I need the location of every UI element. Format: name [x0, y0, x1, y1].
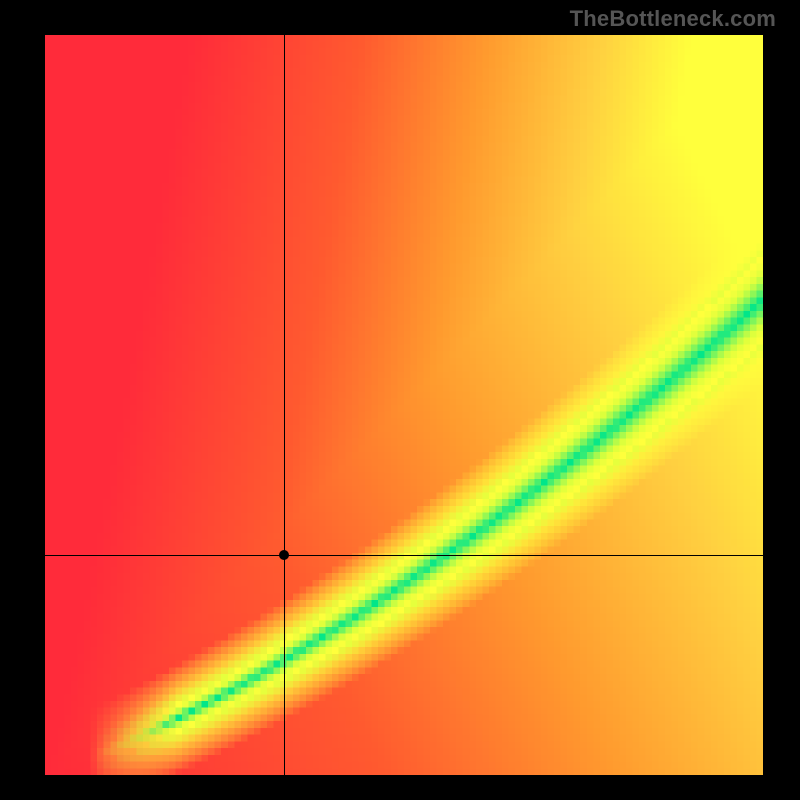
- watermark-label: TheBottleneck.com: [570, 6, 776, 32]
- root-container: TheBottleneck.com: [0, 0, 800, 800]
- crosshair-vertical: [284, 35, 285, 775]
- heatmap-chart: [45, 35, 763, 775]
- crosshair-horizontal: [45, 555, 763, 556]
